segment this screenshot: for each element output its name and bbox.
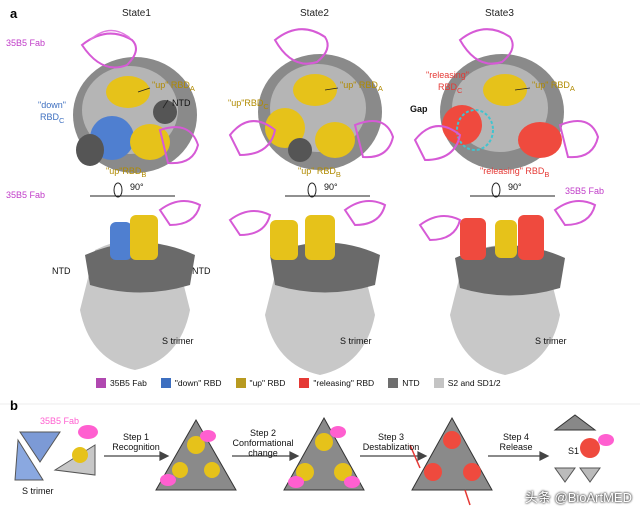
legend-item-s2: S2 and SD1/2 — [433, 378, 501, 388]
state1-top-structure — [73, 29, 200, 173]
panel-b-letter: b — [10, 398, 18, 413]
step1-label: Step 1 Recognition — [112, 432, 160, 452]
step4-label: Step 4 Release — [499, 432, 533, 452]
s-trimer-label-2: S trimer — [340, 336, 372, 346]
fab-label-side-left: 35B5 Fab — [6, 190, 46, 200]
panel-b-s-trimer: S trimer — [22, 486, 54, 496]
rotation-label-3: 90° — [508, 182, 522, 192]
s-trimer-label-3: S trimer — [535, 336, 567, 346]
s1-up-rbd-a: "up" RBDA — [152, 80, 195, 93]
state3-title: State3 — [485, 8, 514, 19]
s2-up-rbd-b: "up" RBDB — [298, 166, 341, 179]
panel-a-letter: a — [10, 6, 18, 21]
pointer-lines — [137, 87, 531, 109]
s3-gap-label: Gap — [410, 104, 428, 114]
fab-label-top: 35B5 Fab — [6, 38, 46, 48]
fab-label-side-right: 35B5 Fab — [565, 186, 605, 196]
s3-releasing-line2: RBDC — [438, 82, 463, 95]
state3-top-structure — [413, 28, 600, 170]
legend-item-releasing-rbd: "releasing" RBD — [299, 378, 374, 388]
s1-ntd-label: NTD — [172, 98, 191, 108]
legend-item-fab: 35B5 Fab — [96, 378, 147, 388]
legend-item-down-rbd: "down" RBD — [160, 378, 222, 388]
s1-down-rbd-line1: "down" — [38, 100, 66, 110]
s1-down-rbd-line2: RBDC — [40, 112, 65, 125]
state2-side-structure — [228, 200, 387, 375]
s1-up-rbd-b: "up"RBDB — [106, 166, 147, 179]
state1-side-structure — [80, 200, 202, 370]
s2-up-rbd-c: "up"RBDC — [228, 98, 269, 111]
state2-top-structure — [228, 28, 395, 170]
s3-up-rbd-a: "up" RBDA — [532, 80, 575, 93]
s3-releasing-rbd-b: "releasing" RBDB — [480, 166, 550, 179]
state3-side-structure — [418, 200, 597, 375]
state1-title: State1 — [122, 8, 151, 19]
panel-b-state-triangles — [155, 414, 614, 506]
state2-title: State2 — [300, 8, 329, 19]
step-arrows — [104, 451, 550, 461]
step2-label: Step 2 Conformational change — [232, 428, 294, 458]
rotation-symbols — [90, 182, 555, 198]
watermark: 头条 @BioArtMED — [524, 490, 632, 505]
legend: 35B5 Fab "down" RBD "up" RBD "releasing"… — [96, 378, 501, 388]
panel-b-trimer — [14, 425, 98, 481]
panel-b-s1-label: S1 — [568, 446, 580, 456]
s3-releasing-line1: "releasing" — [426, 70, 469, 80]
rotation-label-2: 90° — [324, 182, 338, 192]
legend-item-up-rbd: "up" RBD — [235, 378, 285, 388]
side-ntd-left: NTD — [52, 266, 71, 276]
legend-item-ntd: NTD — [388, 378, 420, 388]
s2-up-rbd-a: "up" RBDA — [340, 80, 383, 93]
s-trimer-label-1: S trimer — [162, 336, 194, 346]
step3-label: Step 3 Destablization — [362, 432, 420, 452]
side-ntd-right: NTD — [192, 266, 211, 276]
rotation-label-1: 90° — [130, 182, 144, 192]
panel-b-fab-label: 35B5 Fab — [40, 416, 80, 426]
